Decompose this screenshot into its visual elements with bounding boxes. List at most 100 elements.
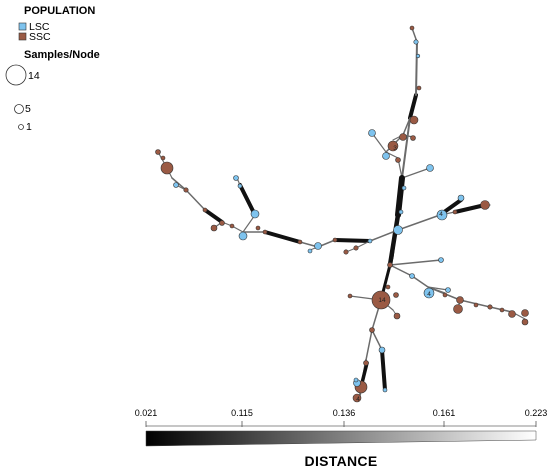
legend-swatch-lsc <box>18 22 27 31</box>
ssc-node <box>452 209 458 215</box>
lsc-node <box>368 129 376 137</box>
tree-edge <box>427 286 449 291</box>
legend: POPULATION LSC SSC Samples/Node 14 5 1 <box>5 5 100 133</box>
tree-edge <box>238 183 257 217</box>
ssc-node <box>442 292 448 298</box>
lsc-node <box>382 387 388 393</box>
tree-edge <box>242 214 256 233</box>
ssc-node <box>332 237 338 243</box>
tree-edge <box>453 203 487 214</box>
tree-edge <box>333 238 372 243</box>
tree-edge <box>371 329 383 351</box>
lsc-node <box>393 225 403 235</box>
lsc-node <box>398 209 404 215</box>
ssc-node <box>409 25 415 31</box>
legend-size-circle-small <box>18 124 24 130</box>
legend-population-title: POPULATION <box>24 5 95 17</box>
node-count-labels: 14 4 4 3 4 <box>356 145 443 403</box>
legend-size-circle-large <box>5 64 27 86</box>
legend-size-circle-medium <box>14 104 24 114</box>
tree-edge <box>203 208 224 224</box>
tree-edge <box>401 167 431 179</box>
legend-label-ssc: SSC <box>29 31 51 43</box>
ssc-node <box>262 229 268 235</box>
lsc-node <box>173 182 179 188</box>
ssc-node <box>353 245 359 251</box>
legend-size-label-medium: 5 <box>25 103 31 115</box>
tree-edge <box>365 329 373 361</box>
tree-edge <box>380 348 387 392</box>
lsc-node <box>423 287 435 299</box>
lsc-node <box>307 248 313 254</box>
lsc-node <box>237 183 243 189</box>
distance-tick-3: 0.136 <box>333 408 356 418</box>
tree-edge <box>355 240 371 249</box>
tree-edge <box>402 117 411 136</box>
tree-edge <box>389 259 442 266</box>
lsc-node <box>314 242 322 250</box>
tree-edge <box>427 286 446 294</box>
ssc-node <box>363 360 369 366</box>
ssc-node <box>343 249 349 255</box>
ssc-node <box>521 309 529 317</box>
ssc-node <box>387 262 393 268</box>
ssc-node <box>409 115 419 125</box>
ssc-node <box>410 135 416 141</box>
ssc-node <box>480 200 490 210</box>
ssc-node <box>160 155 166 161</box>
lsc-node <box>238 231 248 241</box>
node-count-top: 3 <box>393 145 397 152</box>
lsc-node <box>367 238 373 244</box>
tree-edge <box>411 275 429 288</box>
ssc-node <box>155 149 161 155</box>
tree-nodes <box>155 25 529 403</box>
lsc-node <box>250 209 260 219</box>
legend-size-title: Samples/Node <box>24 49 100 61</box>
tree-edge <box>389 264 413 277</box>
ssc-node <box>347 293 353 299</box>
ssc-node <box>255 225 261 231</box>
ssc-node <box>297 239 303 245</box>
tree-edge <box>263 230 302 244</box>
ssc-node <box>202 207 208 213</box>
ssc-node <box>395 157 401 163</box>
distance-tick-2: 0.115 <box>231 408 253 418</box>
tree-edge <box>401 117 411 179</box>
ssc-node <box>385 284 391 290</box>
ssc-node <box>229 223 235 229</box>
tree-edge <box>171 177 187 191</box>
ssc-node <box>456 296 464 304</box>
ssc-node <box>160 161 174 175</box>
legend-size-label-large: 14 <box>28 70 40 82</box>
ssc-node <box>210 224 218 232</box>
legend-swatch-ssc <box>18 32 27 41</box>
tree-edge <box>369 229 399 242</box>
ssc-node <box>352 393 362 403</box>
lsc-node <box>233 175 239 181</box>
distance-tick-4: 0.161 <box>433 408 456 418</box>
lsc-node <box>378 346 386 354</box>
tree-edges <box>157 27 526 401</box>
node-count-right-2: 4 <box>427 291 431 298</box>
ssc-node <box>371 290 391 310</box>
lsc-node <box>413 39 419 45</box>
distance-scale: 0.021 0.115 0.136 0.161 0.223 DISTANCE <box>135 408 548 469</box>
ssc-node <box>387 140 399 152</box>
lsc-node <box>353 377 359 383</box>
ssc-node <box>487 304 493 310</box>
ssc-node <box>521 318 529 326</box>
ssc-node <box>219 220 225 226</box>
lsc-node <box>438 257 444 263</box>
lsc-node <box>426 164 434 172</box>
distance-gradient-wedge <box>145 430 537 447</box>
distance-tick-1: 0.021 <box>135 408 158 418</box>
ssc-node <box>473 302 479 308</box>
ssc-node <box>369 327 375 333</box>
ssc-node <box>499 307 505 313</box>
node-count-hub: 14 <box>378 297 386 304</box>
ssc-node <box>399 133 407 141</box>
ssc-node <box>183 187 189 193</box>
tree-edge <box>371 132 387 153</box>
node-count-right-1: 4 <box>439 211 443 218</box>
